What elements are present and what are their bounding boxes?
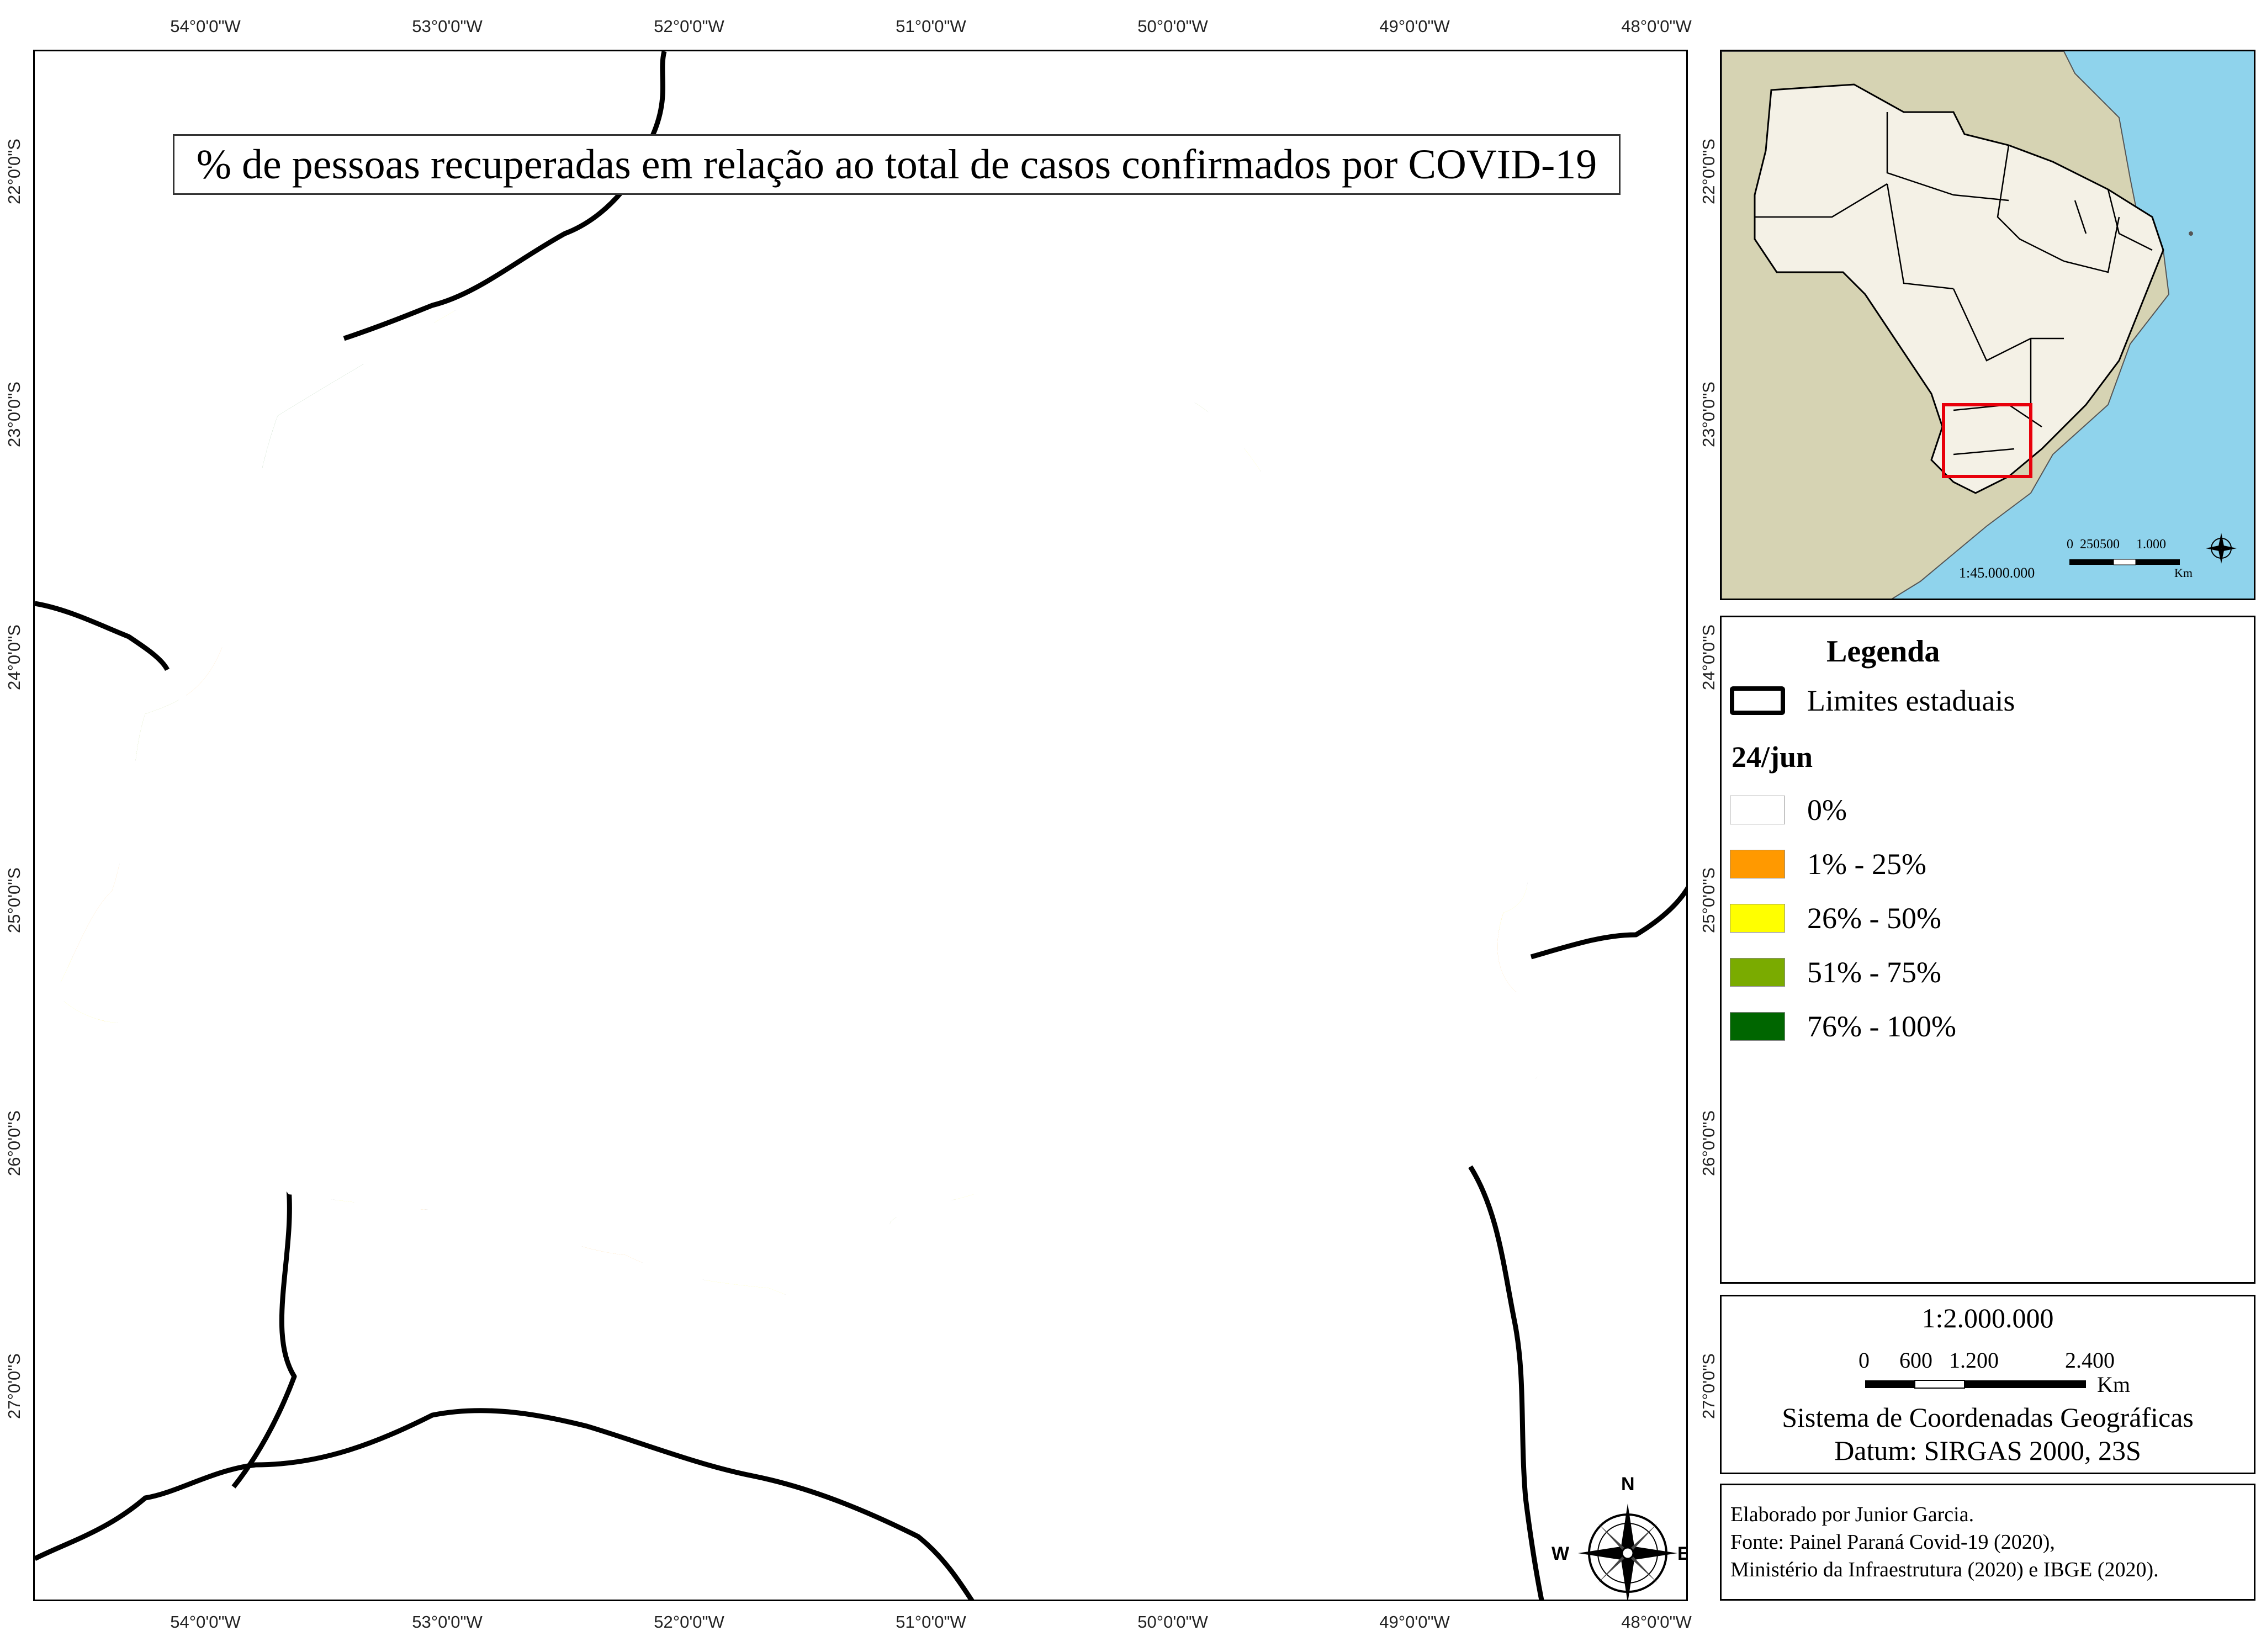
scale-tick: 0 — [1858, 1348, 1870, 1373]
legend-swatch — [1730, 850, 1785, 878]
legend-label: 1% - 25% — [1807, 848, 1926, 881]
credits-author: Elaborado por Junior Garcia. — [1730, 1503, 1974, 1526]
lon-label: 52°0'0"W — [654, 17, 724, 36]
datum-label: Datum: SIRGAS 2000, 23S — [1834, 1435, 2141, 1466]
credits-source: Ministério da Infraestrutura (2020) e IB… — [1730, 1558, 2159, 1581]
parana-border — [57, 299, 1560, 1311]
lon-label: 54°0'0"W — [170, 17, 241, 36]
legend-label: 26% - 50% — [1807, 902, 1941, 935]
inset-locator-map: 0 250500 1.000 Km 1:45.000.000 — [1720, 50, 2255, 600]
legend-swatch — [1730, 1012, 1785, 1041]
lat-label: 24°0'0"S — [4, 624, 24, 690]
inset-scale-bar — [2069, 559, 2180, 565]
scale-panel: 1:2.000.000 0 600 1.200 2.400 Km Sistema… — [1720, 1295, 2255, 1474]
compass-n: N — [1621, 1474, 1635, 1495]
lat-label: 26°0'0"S — [1699, 1110, 1718, 1176]
state-boundaries — [35, 51, 1686, 1600]
lat-label: 27°0'0"S — [1699, 1353, 1718, 1419]
lat-label: 22°0'0"S — [1699, 139, 1718, 204]
compass-e: E — [1677, 1543, 1686, 1565]
lon-label: 50°0'0"W — [1137, 1612, 1208, 1632]
crs-label: Sistema de Coordenadas Geográficas — [1782, 1402, 2194, 1433]
legend-swatch — [1730, 796, 1785, 824]
lat-label: 22°0'0"S — [4, 139, 24, 204]
lat-label: 24°0'0"S — [1699, 624, 1718, 690]
lat-label: 25°0'0"S — [1699, 867, 1718, 933]
scale-ratio: 1:2.000.000 — [1921, 1302, 2054, 1333]
compass-w: W — [1552, 1543, 1570, 1564]
legend-label: 51% - 75% — [1807, 956, 1941, 989]
lon-label: 51°0'0"W — [896, 1612, 966, 1632]
legend-swatch — [1730, 958, 1785, 987]
lon-label: 48°0'0"W — [1621, 1612, 1692, 1632]
lat-label: 25°0'0"S — [4, 867, 24, 933]
inset-scale-ticks: 0 250500 1.000 — [2067, 537, 2166, 552]
lat-label: 23°0'0"S — [1699, 382, 1718, 447]
inset-scale-ratio: 1:45.000.000 — [1959, 565, 2035, 581]
lat-label: 26°0'0"S — [4, 1110, 24, 1176]
compass-rose: N S E W — [1552, 1474, 1686, 1600]
lon-label: 53°0'0"W — [412, 1612, 483, 1632]
legend-item: 76% - 100% — [1730, 1009, 1956, 1044]
main-map: % de pessoas recuperadas em relação ao t… — [33, 50, 1688, 1601]
lon-label: 51°0'0"W — [896, 17, 966, 36]
lon-label: 50°0'0"W — [1137, 17, 1208, 36]
lat-label: 27°0'0"S — [4, 1353, 24, 1419]
legend-boundary-label: Limites estaduais — [1807, 684, 2015, 717]
scale-bar — [1865, 1380, 2086, 1389]
credits-source: Fonte: Painel Paraná Covid-19 (2020), — [1730, 1531, 2055, 1554]
credits-panel: Elaborado por Junior Garcia. Fonte: Pain… — [1720, 1484, 2255, 1601]
inset-compass-icon — [2206, 533, 2237, 564]
compass-icon — [1578, 1503, 1677, 1600]
lon-label: 49°0'0"W — [1379, 17, 1450, 36]
inset-scale-unit: Km — [2174, 566, 2193, 580]
legend-item: 0% — [1730, 793, 1847, 827]
scale-unit: Km — [2097, 1372, 2130, 1397]
lon-label: 49°0'0"W — [1379, 1612, 1450, 1632]
lon-label: 54°0'0"W — [170, 1612, 241, 1632]
legend-label: 76% - 100% — [1807, 1010, 1956, 1043]
legend-boundary-item: Limites estaduais — [1730, 684, 2015, 718]
south-america-svg — [1722, 51, 2237, 599]
legend-item: 26% - 50% — [1730, 901, 1941, 935]
legend-date: 24/jun — [1732, 740, 1813, 774]
legend-item: 51% - 75% — [1730, 955, 1941, 989]
scale-tick: 2.400 — [2065, 1348, 2115, 1373]
lon-label: 48°0'0"W — [1621, 17, 1692, 36]
lat-label: 23°0'0"S — [4, 382, 24, 447]
scale-tick: 1.200 — [1949, 1348, 1999, 1373]
legend-swatch — [1730, 904, 1785, 933]
lon-label: 53°0'0"W — [412, 17, 483, 36]
parana-map-svg — [35, 51, 1686, 1600]
legend-title: Legenda — [1826, 634, 1940, 669]
boundary-swatch — [1730, 686, 1785, 715]
lon-label: 52°0'0"W — [654, 1612, 724, 1632]
map-title: % de pessoas recuperadas em relação ao t… — [173, 134, 1621, 195]
legend-item: 1% - 25% — [1730, 847, 1926, 881]
scale-tick: 600 — [1899, 1348, 1932, 1373]
legend-panel: Legenda Limites estaduais 24/jun 0% 1% -… — [1720, 616, 2255, 1284]
legend-label: 0% — [1807, 793, 1847, 827]
